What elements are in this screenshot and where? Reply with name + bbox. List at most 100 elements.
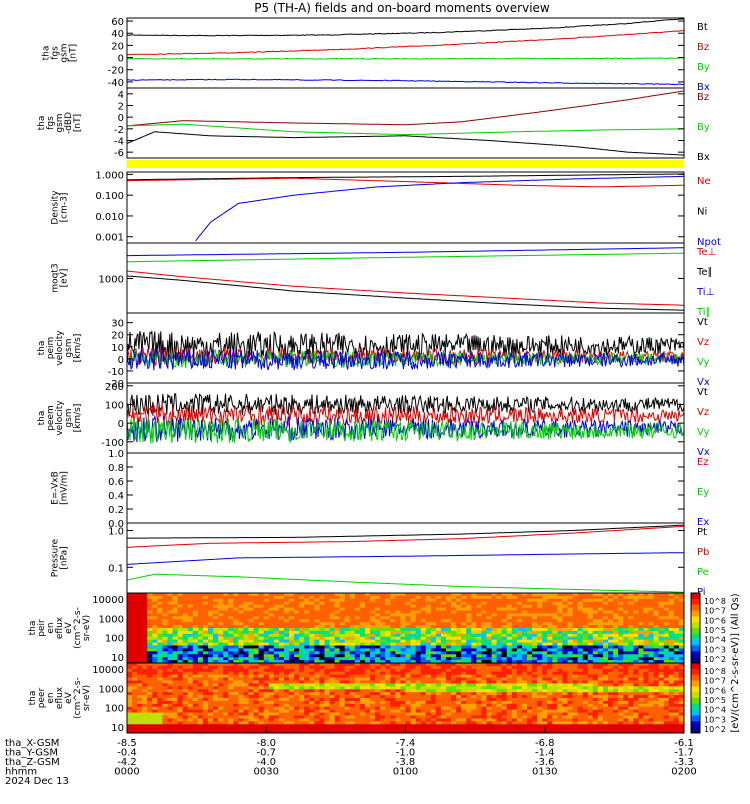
spec-8-cell bbox=[643, 634, 648, 637]
spec-9-cell bbox=[522, 695, 527, 698]
spec-9-cell bbox=[304, 698, 309, 701]
spec-9-cell bbox=[406, 716, 411, 719]
spec-9-cell bbox=[380, 689, 385, 692]
spec-8-cell bbox=[456, 608, 461, 611]
spec-8-cell bbox=[183, 637, 188, 640]
spec-8-cell bbox=[608, 605, 613, 608]
spec-9-cell bbox=[188, 689, 193, 692]
spec-8-cell bbox=[522, 628, 527, 631]
spec-8-cell bbox=[588, 637, 593, 640]
spec-9-cell bbox=[173, 669, 178, 672]
spec-9-cell bbox=[375, 695, 380, 698]
spec-8-cell bbox=[618, 596, 623, 599]
panel-4-legend-2: Vy bbox=[697, 357, 710, 368]
spec-9-cell bbox=[335, 692, 340, 695]
spec-8-cell bbox=[203, 611, 208, 614]
spec-9-cell bbox=[552, 701, 557, 704]
spec-8-cell bbox=[608, 599, 613, 602]
spec-9-cell bbox=[481, 721, 486, 724]
spec-9-cell bbox=[294, 718, 299, 721]
spec-8-cell bbox=[502, 619, 507, 622]
spec-9-cell bbox=[517, 669, 522, 672]
spec-8-cell bbox=[152, 657, 157, 660]
spec-8-cell bbox=[274, 605, 279, 608]
spec-9-cell bbox=[274, 695, 279, 698]
spec-8-cell bbox=[537, 648, 542, 651]
spec-8-cell bbox=[431, 651, 436, 654]
spec-9-cell bbox=[562, 672, 567, 675]
spec-8-cell bbox=[274, 648, 279, 651]
spec-9-cell bbox=[142, 686, 147, 689]
spec-9-cell bbox=[294, 678, 299, 681]
spec-9-cell bbox=[527, 707, 532, 710]
spec-9-cell bbox=[233, 689, 238, 692]
spec-8-cell bbox=[360, 599, 365, 602]
spec-9-cell bbox=[213, 683, 218, 686]
spec-8-cell bbox=[471, 654, 476, 657]
spec-8-cell bbox=[355, 616, 360, 619]
spec-8-cell bbox=[431, 596, 436, 599]
spec-8-cell bbox=[649, 622, 654, 625]
spec-9-cell bbox=[243, 718, 248, 721]
spec-8-cell bbox=[659, 599, 664, 602]
spec-8-cell bbox=[476, 640, 481, 643]
panel-1-frame bbox=[127, 88, 684, 158]
spec-8-cell bbox=[492, 622, 497, 625]
spec-8-cell bbox=[238, 602, 243, 605]
spec-9-cell bbox=[233, 721, 238, 724]
spec-9-cell bbox=[259, 698, 264, 701]
spec-9-cell bbox=[395, 678, 400, 681]
spec-8-cell bbox=[638, 628, 643, 631]
spec-8-cell bbox=[476, 622, 481, 625]
spec-8-cell bbox=[233, 608, 238, 611]
spec-9-cell bbox=[400, 689, 405, 692]
spec-8-cell bbox=[532, 605, 537, 608]
spec-8-cell bbox=[289, 628, 294, 631]
panel-6-ylabel-1: [mV/m] bbox=[60, 471, 70, 505]
spec-9-cell bbox=[173, 695, 178, 698]
spec-9-cell bbox=[264, 666, 269, 669]
spec-8-cell bbox=[456, 628, 461, 631]
spec-9-cell bbox=[527, 713, 532, 716]
spec-8-cell bbox=[380, 651, 385, 654]
spec-9-cell bbox=[147, 721, 152, 724]
spec-8-cell bbox=[517, 628, 522, 631]
spec-9-cell bbox=[178, 713, 183, 716]
spec-8-cell bbox=[628, 602, 633, 605]
spec-9-cell bbox=[365, 681, 370, 684]
spec-9-cell bbox=[228, 678, 233, 681]
spec-9-cell bbox=[390, 675, 395, 678]
spec-8-cell bbox=[335, 631, 340, 634]
spec-9-cell bbox=[335, 666, 340, 669]
spec-9-cell bbox=[471, 681, 476, 684]
spec-9-cell bbox=[431, 707, 436, 710]
spec-8-cell bbox=[613, 599, 618, 602]
spec-8-cell bbox=[198, 596, 203, 599]
spec-9-cell bbox=[355, 692, 360, 695]
spec-9-cell bbox=[264, 689, 269, 692]
spec-9-cell bbox=[218, 716, 223, 719]
spec-9-cell bbox=[487, 727, 492, 730]
spec-9-cell bbox=[152, 672, 157, 675]
spec-9-cell bbox=[319, 675, 324, 678]
spec-8-cell bbox=[395, 651, 400, 654]
spec-8-cell bbox=[324, 628, 329, 631]
spec-8-cell bbox=[208, 648, 213, 651]
spec-8-cell bbox=[132, 608, 137, 611]
spec-8-cell bbox=[249, 596, 254, 599]
spec-9-cell bbox=[324, 704, 329, 707]
panel-1-ylabel-4: [nT] bbox=[73, 114, 83, 132]
spec-9-cell bbox=[406, 695, 411, 698]
spec-8-cell bbox=[588, 631, 593, 634]
spec-8-cell bbox=[411, 596, 416, 599]
spec-8-cell bbox=[137, 611, 142, 614]
spec-8-cell bbox=[350, 646, 355, 649]
spec-8-cell bbox=[355, 646, 360, 649]
spec-8-cell bbox=[441, 611, 446, 614]
spec-9-cell bbox=[294, 681, 299, 684]
spec-9-cell bbox=[552, 689, 557, 692]
spec-8-cell bbox=[664, 596, 669, 599]
spec-9-cell bbox=[461, 721, 466, 724]
spec-9-cell bbox=[264, 701, 269, 704]
spec-8-cell bbox=[466, 657, 471, 660]
